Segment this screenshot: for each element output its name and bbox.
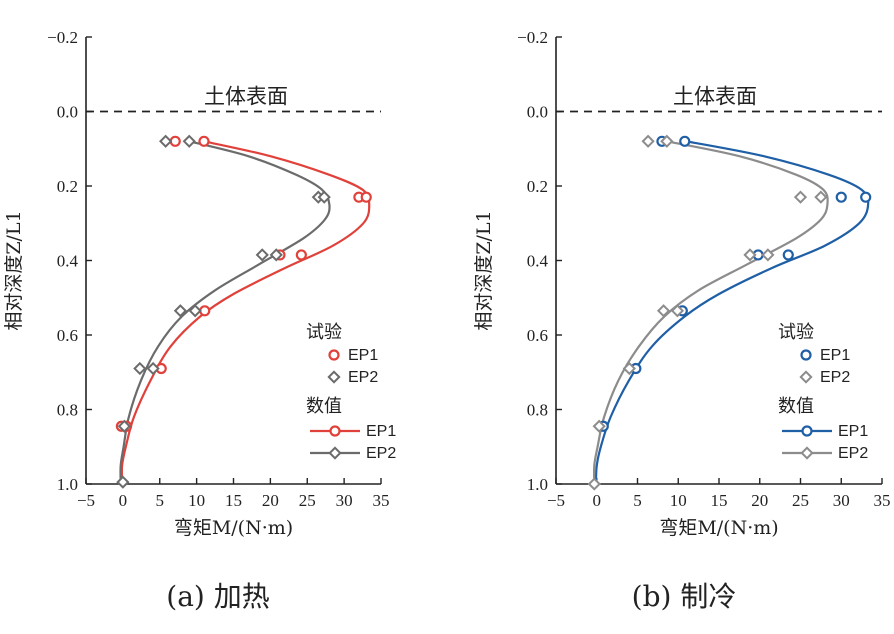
y-tick-label: 1.0 — [57, 475, 78, 494]
chart-panel-a: −0.2 0.0 0.2 0.4 0.6 0.8 1.0−5 0 5 10 15 20 25 30 35 土体… — [3, 28, 396, 613]
numeric-curve-ep1 — [120, 140, 371, 485]
test-point-ep2 — [117, 419, 131, 433]
y-tick-label: 0.0 — [57, 103, 78, 122]
x-tick-label: 20 — [262, 491, 279, 510]
test-point-ep2 — [116, 475, 130, 489]
test-point-ep2 — [269, 248, 283, 262]
test-point-ep1 — [835, 191, 847, 203]
test-point-ep1 — [860, 191, 872, 203]
x-tick-label: 20 — [751, 491, 768, 510]
legend-marker-ep2 — [799, 370, 813, 384]
test-point-ep2 — [660, 134, 674, 148]
legend-label: EP2 — [366, 445, 396, 462]
x-tick-label: 35 — [373, 491, 390, 510]
test-point-ep2 — [622, 361, 636, 376]
legend-marker-ep2 — [800, 446, 814, 460]
legend: 试验 EP1 EP2 数值 EP1 EP2 — [306, 322, 396, 462]
x-axis-title: 弯矩M/(N·m) — [659, 517, 778, 539]
x-tick-label: 25 — [299, 491, 316, 510]
chart-panel-b: −0.2 0.0 0.2 0.4 0.6 0.8 1.0−5 0 5 10 15 20 25 30 35 土体… — [473, 28, 891, 613]
test-point-ep2 — [814, 190, 828, 204]
legend-marker-ep2 — [327, 370, 341, 384]
y-tick-label: 0.2 — [57, 177, 78, 196]
legend-label: EP1 — [820, 347, 850, 364]
y-tick-label: 0.4 — [57, 252, 79, 271]
x-tick-label: 0 — [593, 491, 602, 510]
legend-label: EP2 — [838, 445, 868, 462]
y-tick-label: −0.2 — [517, 28, 548, 47]
test-point-ep2 — [587, 477, 601, 491]
test-point-ep1 — [295, 249, 307, 261]
x-tick-label: 10 — [670, 491, 687, 510]
x-tick-label: 35 — [874, 491, 891, 510]
numeric-curve-ep1 — [594, 140, 870, 485]
test-point-ep2 — [793, 190, 808, 204]
y-tick-label: 0.0 — [527, 103, 548, 122]
x-tick-label: 15 — [711, 491, 728, 510]
legend-numeric-heading: 数值 — [778, 396, 814, 417]
y-tick-label: 0.6 — [527, 326, 548, 345]
y-tick-label: 0.8 — [57, 401, 78, 420]
legend-marker-ep1 — [800, 349, 812, 361]
x-tick-label: −5 — [547, 491, 565, 510]
y-tick-label: −0.2 — [47, 28, 78, 47]
y-tick-label: 0.6 — [57, 326, 78, 345]
test-point-ep1 — [782, 249, 794, 261]
panel-caption: (a) 加热 — [166, 580, 269, 613]
x-tick-label: 30 — [336, 491, 353, 510]
test-point-ep2 — [159, 134, 173, 148]
y-tick-label: 0.4 — [527, 252, 549, 271]
x-tick-label: −5 — [77, 491, 95, 510]
x-tick-label: 15 — [225, 491, 242, 510]
test-point-ep1 — [360, 191, 372, 203]
x-axis-title: 弯矩M/(N·m) — [174, 517, 293, 539]
test-point-ep2 — [743, 248, 757, 262]
legend-label: EP1 — [838, 423, 868, 440]
legend-label: EP2 — [348, 369, 378, 386]
legend-label: EP1 — [348, 347, 378, 364]
y-tick-label: 0.2 — [527, 177, 548, 196]
legend-test-heading: 试验 — [778, 322, 814, 343]
legend-marker-ep2 — [328, 446, 342, 460]
test-point-ep1 — [198, 135, 210, 147]
test-point-ep2 — [761, 248, 775, 262]
panel-caption: (b) 制冷 — [632, 580, 737, 613]
soil-surface-annotation: 土体表面 — [673, 85, 757, 109]
legend: 试验 EP1 EP2 数值 EP1 EP2 — [778, 322, 868, 462]
test-point-ep2 — [182, 134, 196, 148]
x-tick-label: 25 — [792, 491, 809, 510]
test-point-ep2 — [641, 134, 655, 148]
y-axis-title: 相对深度Z/L1 — [3, 210, 25, 330]
soil-surface-annotation: 土体表面 — [204, 85, 288, 109]
test-point-ep2 — [133, 361, 147, 376]
y-tick-label: 1.0 — [527, 475, 548, 494]
legend-marker-ep1 — [329, 425, 341, 437]
x-tick-label: 0 — [119, 491, 128, 510]
x-tick-label: 10 — [188, 491, 205, 510]
legend-label: EP2 — [820, 369, 850, 386]
numeric-curve-ep2 — [592, 140, 829, 485]
test-point-ep2 — [670, 304, 685, 318]
x-tick-label: 30 — [833, 491, 850, 510]
test-point-ep2 — [146, 361, 160, 376]
legend-marker-ep1 — [328, 349, 340, 361]
y-axis-title: 相对深度Z/L1 — [473, 210, 495, 330]
legend-numeric-heading: 数值 — [306, 396, 342, 417]
x-tick-label: 5 — [633, 491, 642, 510]
test-point-ep2 — [317, 190, 331, 204]
test-point-ep2 — [173, 304, 188, 318]
x-tick-label: 5 — [156, 491, 165, 510]
test-point-ep2 — [255, 248, 269, 262]
legend-label: EP1 — [366, 423, 396, 440]
test-point-ep1 — [679, 135, 691, 147]
y-tick-label: 0.8 — [527, 401, 548, 420]
test-point-ep2 — [656, 304, 671, 318]
test-point-ep2 — [188, 304, 202, 318]
test-point-ep2 — [592, 419, 606, 433]
numeric-curve-ep2 — [119, 140, 331, 485]
legend-test-heading: 试验 — [306, 322, 342, 343]
legend-marker-ep1 — [801, 425, 813, 437]
